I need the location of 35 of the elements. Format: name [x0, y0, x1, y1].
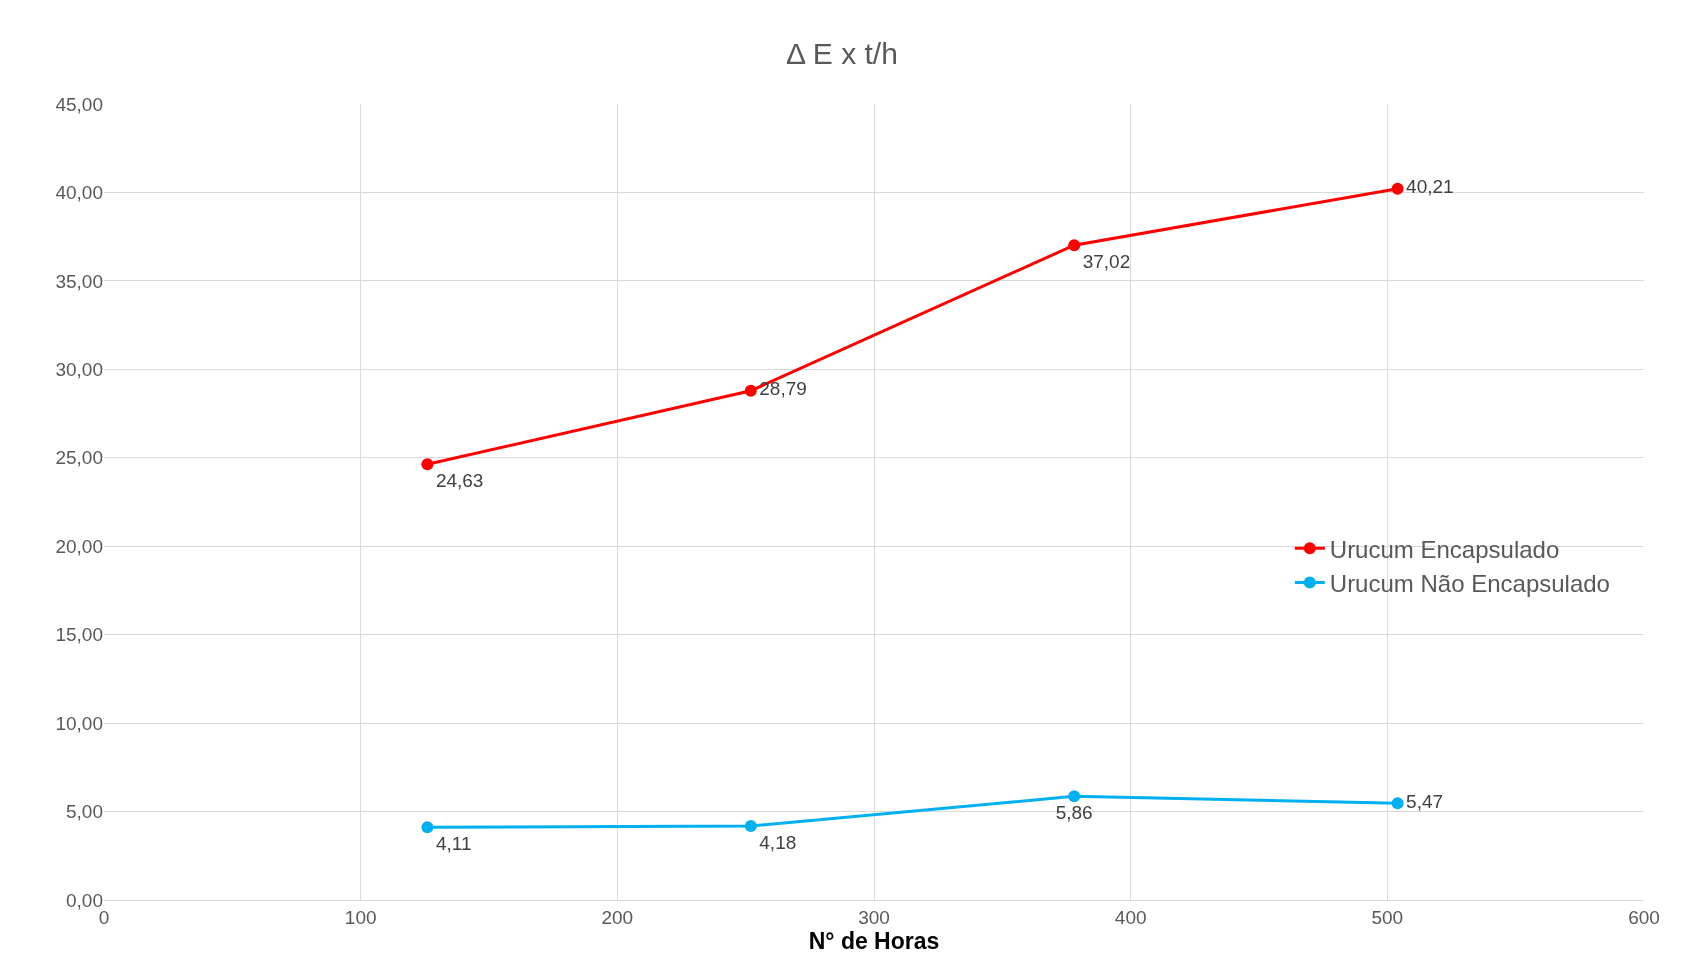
point	[744, 384, 757, 397]
y-tick-label: 5,00	[66, 801, 103, 823]
x-tick-label: 600	[1628, 906, 1660, 928]
data-label: 4,18	[759, 831, 797, 853]
y-tick-label: 35,00	[55, 270, 103, 292]
point	[1391, 182, 1404, 195]
legend-label: Urucum Encapsulado	[1329, 535, 1560, 563]
data-label: 4,11	[435, 833, 472, 855]
legend-label: Urucum Não Encapsulado	[1329, 569, 1610, 597]
point	[1068, 239, 1081, 252]
y-tick-label: 40,00	[55, 182, 103, 204]
data-label: 5,86	[1055, 802, 1093, 824]
chart-title: Δ E x t/h	[786, 37, 898, 71]
x-tick-label: 500	[1371, 906, 1404, 928]
data-label: 28,79	[759, 378, 807, 400]
point	[421, 458, 434, 471]
y-tick-label: 45,00	[55, 93, 103, 115]
point	[744, 820, 757, 833]
data-label: 40,21	[1406, 176, 1454, 198]
data-label: 37,02	[1082, 250, 1131, 272]
y-tick-label: 10,00	[55, 712, 103, 734]
point	[1068, 790, 1081, 803]
point	[421, 821, 434, 834]
x-tick-label: 100	[344, 906, 377, 928]
y-tick-label: 25,00	[55, 447, 103, 469]
x-axis-title: N° de Horas	[808, 927, 940, 954]
x-tick-label: 200	[601, 906, 634, 928]
x-tick-label: 300	[858, 906, 890, 928]
y-tick-label: 20,00	[55, 535, 103, 557]
data-label: 24,63	[435, 470, 484, 492]
x-tick-label: 400	[1114, 906, 1147, 928]
point	[1391, 797, 1404, 810]
data-label: 5,47	[1406, 790, 1444, 812]
y-tick-label: 15,00	[55, 624, 103, 646]
y-tick-label: 30,00	[55, 358, 103, 380]
